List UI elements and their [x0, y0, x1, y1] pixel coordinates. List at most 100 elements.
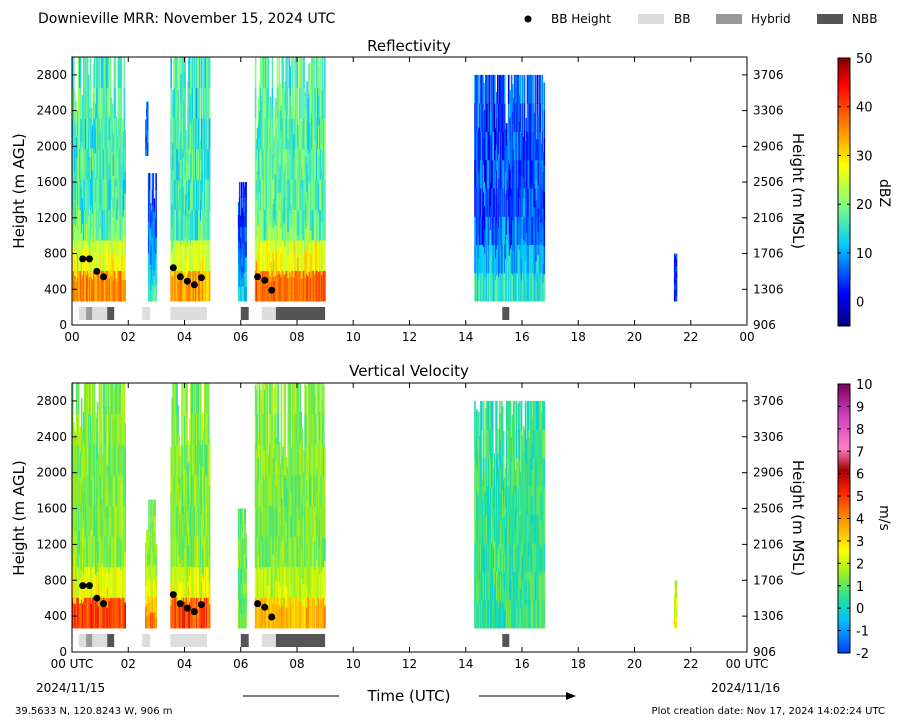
echo-cell	[75, 506, 77, 532]
echo-cell	[185, 194, 187, 216]
echo-cell	[77, 118, 80, 150]
echo-cell	[147, 590, 149, 604]
echo-cell	[543, 109, 546, 138]
echo-cell	[189, 497, 191, 524]
echo-cell	[484, 110, 486, 135]
echo-cell	[323, 87, 325, 119]
velocity-panel: Vertical Velocity 00 UTC 02 04 06 08 10 12 14 16…	[10, 362, 892, 671]
echo-cell	[242, 549, 245, 562]
echo-cell	[276, 505, 279, 537]
echo-cell	[304, 505, 306, 537]
echo-cell	[503, 571, 506, 591]
echo-cell	[505, 145, 508, 169]
echo-cell	[97, 209, 100, 241]
echo-cell	[517, 431, 520, 461]
echo-cell	[172, 505, 174, 537]
echo-cell	[311, 148, 313, 180]
echo-cell	[279, 110, 282, 139]
echo-cell	[90, 156, 93, 181]
echo-cell	[308, 444, 310, 476]
echo-cell	[105, 270, 108, 302]
echo-cell	[499, 466, 502, 495]
echo-cell	[263, 479, 266, 510]
echo-cell	[538, 542, 541, 572]
echo-cell	[509, 457, 512, 487]
echo-cell	[172, 221, 174, 249]
echo-cell	[187, 190, 189, 219]
echo-cell	[99, 536, 102, 568]
echo-cell	[673, 623, 676, 629]
echo-cell	[284, 109, 287, 137]
echo-cell	[512, 514, 515, 544]
echo-cell	[177, 88, 179, 120]
echo-cell	[490, 542, 492, 572]
echo-cell	[502, 159, 505, 189]
echo-cell	[306, 459, 308, 481]
echo-cell	[309, 151, 311, 183]
echo-cell	[120, 148, 123, 180]
echo-cell	[484, 277, 486, 302]
echo-cell	[508, 599, 511, 629]
echo-cell	[530, 187, 533, 217]
echo-cell	[99, 154, 102, 180]
echo-cell	[538, 457, 541, 487]
echo-cell	[513, 457, 516, 487]
echo-cell	[116, 597, 119, 629]
echo-cell	[148, 515, 150, 533]
echo-cell	[121, 255, 124, 279]
echo-cell	[485, 74, 487, 104]
echo-cell	[266, 505, 269, 537]
y-tick-label-right: 1706	[753, 247, 784, 261]
echo-cell	[315, 118, 317, 150]
echo-cell	[197, 178, 199, 210]
echo-cell	[244, 612, 246, 629]
echo-cell	[73, 270, 75, 302]
echo-cell	[186, 160, 188, 182]
echo-cell	[280, 444, 283, 476]
echo-cell	[185, 279, 187, 302]
echo-cell	[479, 460, 481, 485]
echo-cell	[106, 485, 109, 507]
echo-cell	[521, 159, 524, 189]
echo-cell	[269, 536, 272, 568]
echo-cell	[241, 207, 244, 220]
echo-cell	[495, 400, 497, 430]
echo-cell	[511, 521, 514, 549]
echo-cell	[189, 471, 191, 498]
echo-cell	[301, 602, 303, 629]
echo-cell	[94, 103, 97, 129]
echo-cell	[96, 270, 99, 302]
echo-cell	[528, 580, 531, 605]
echo-cell	[316, 87, 318, 119]
echo-cell	[205, 566, 208, 598]
echo-cell	[101, 148, 104, 180]
bb-type-bar-bb	[170, 307, 207, 320]
echo-cell	[101, 239, 104, 271]
echo-cell	[287, 231, 290, 256]
echo-cell	[258, 536, 261, 568]
echo-cell	[188, 118, 190, 150]
echo-cell	[299, 566, 301, 598]
echo-cell	[194, 413, 196, 445]
echo-cell	[200, 383, 202, 415]
echo-cell	[262, 536, 265, 568]
echo-cell	[203, 474, 206, 506]
echo-cell	[259, 209, 262, 241]
echo-cell	[535, 457, 538, 487]
echo-cell	[499, 547, 502, 575]
echo-cell	[174, 148, 176, 180]
echo-cell	[268, 444, 271, 476]
echo-cell	[529, 272, 532, 302]
echo-cell	[179, 584, 181, 607]
echo-cell	[319, 519, 321, 548]
echo-cell	[238, 271, 241, 287]
echo-cell	[322, 148, 324, 180]
echo-cell	[278, 118, 281, 150]
echo-cell	[191, 239, 193, 271]
echo-cell	[301, 143, 303, 167]
echo-cell	[147, 541, 149, 555]
echo-cell	[512, 199, 515, 226]
echo-cell	[489, 429, 491, 455]
echo-cell	[108, 517, 111, 546]
echo-cell	[89, 118, 92, 150]
